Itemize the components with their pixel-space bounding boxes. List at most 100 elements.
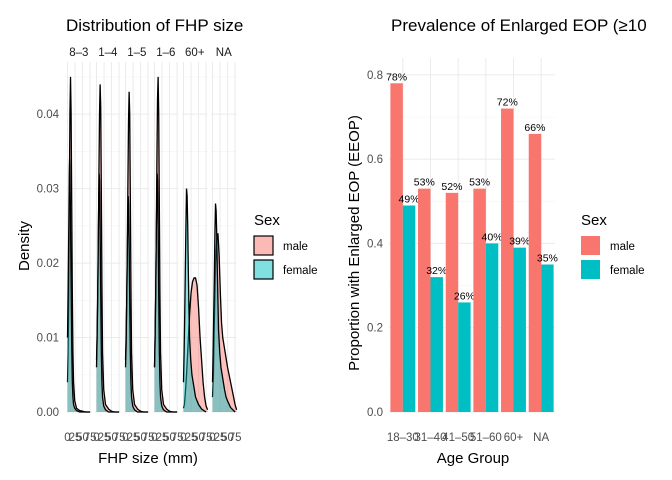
density-panels: 8–302550751–402550751–502550751–60255075…: [64, 47, 241, 444]
prevalence-legend-label-male: male: [610, 241, 635, 253]
bar-data-label: 32%: [426, 265, 447, 277]
prevalence-x-tick-label: 51–60: [470, 432, 502, 444]
prevalence-y-tick-label: 0.6: [367, 154, 383, 166]
density-line-male: [182, 277, 209, 411]
density-x-tick-label: 0: [209, 432, 215, 444]
legend-key-female: [581, 260, 600, 279]
density-x-tick-label: 75: [229, 432, 242, 444]
bar-male: [473, 188, 486, 412]
density-y-tick-label: 0.01: [37, 333, 59, 345]
density-legend-label-female: female: [283, 265, 318, 277]
density-y-axis-title: Density: [16, 220, 33, 271]
density-area-male: [67, 76, 91, 412]
facet-strip-label: 60+: [185, 47, 205, 59]
prevalence-y-tick-label: 0.2: [367, 323, 383, 335]
density-x-tick-label: 25: [69, 432, 82, 444]
prevalence-legend-label-female: female: [610, 265, 645, 277]
bar-female: [402, 205, 416, 412]
legend-key-male: [581, 236, 600, 255]
density-x-tick-label: 50: [163, 432, 176, 444]
density-area-male: [183, 277, 208, 412]
density-legend-label-male: male: [283, 241, 308, 253]
bar-female: [513, 247, 526, 412]
density-line-male: [211, 233, 238, 410]
density-x-tick-label: 0: [122, 432, 128, 444]
density-legend-title: Sex: [254, 212, 280, 229]
density-chart-title: Distribution of FHP size: [66, 16, 243, 35]
bar-data-label: 72%: [497, 97, 518, 109]
density-area-male: [212, 233, 237, 412]
density-x-tick-label: 25: [156, 432, 169, 444]
density-x-tick-label: 75: [171, 432, 184, 444]
density-x-tick-label: 25: [185, 432, 198, 444]
bar-data-label: 40%: [482, 231, 503, 243]
bar-data-label: 35%: [537, 253, 558, 265]
prevalence-legend: Sex male female: [581, 212, 645, 279]
bar-female: [485, 243, 499, 412]
legend-key-female: [253, 259, 274, 280]
density-y-tick-label: 0.04: [37, 109, 60, 121]
prevalence-x-tick-label: 41–50: [442, 432, 474, 444]
bar-male: [445, 192, 459, 412]
density-y-tick-label: 0.00: [37, 407, 59, 419]
density-x-tick-label: 50: [76, 432, 89, 444]
bar-male: [418, 188, 431, 412]
density-x-tick-label: 50: [221, 432, 234, 444]
density-area-female: [154, 173, 178, 412]
prevalence-y-tick-label: 0.8: [367, 70, 383, 82]
bar-data-label: 26%: [454, 290, 475, 302]
bar-data-label: 66%: [524, 122, 545, 134]
density-x-tick-label: 50: [105, 432, 118, 444]
density-x-tick-label: 50: [192, 432, 205, 444]
prevalence-x-tick-label: 18–30: [387, 432, 419, 444]
density-line-female: [66, 158, 91, 413]
facet-strip-label: 1–6: [156, 47, 175, 59]
bar-male: [501, 108, 514, 413]
density-x-tick-label: 75: [142, 432, 155, 444]
prevalence-x-tick-label: 60+: [504, 432, 524, 444]
bar-female: [430, 277, 443, 412]
density-x-tick-label: 25: [127, 432, 140, 444]
bar-female: [541, 264, 554, 412]
density-x-tick-label: 75: [84, 432, 97, 444]
facet-strip-label: 1–5: [127, 47, 146, 59]
density-area-female: [96, 173, 120, 412]
facet-strip-label: 1–4: [98, 47, 118, 59]
density-area-female: [212, 203, 236, 412]
prevalence-y-tick-label: 0.4: [367, 238, 384, 250]
density-line-female: [95, 173, 120, 413]
density-x-tick-label: 75: [113, 432, 126, 444]
density-x-tick-label: 50: [134, 432, 147, 444]
prevalence-x-axis-title: Age Group: [437, 450, 510, 467]
density-y-axis: 0.00 0.01 0.02 0.03 0.04: [37, 109, 60, 419]
density-line-female: [211, 203, 236, 413]
density-x-axis-title: FHP size (mm): [98, 450, 198, 467]
facet-strip-label: NA: [216, 47, 232, 59]
density-x-tick-label: 25: [98, 432, 111, 444]
density-line-female: [124, 196, 149, 413]
density-x-tick-label: 25: [214, 432, 227, 444]
density-y-tick-label: 0.03: [37, 184, 59, 196]
bar-female: [458, 302, 471, 412]
prevalence-legend-title: Sex: [581, 212, 607, 229]
density-legend: Sex male female: [253, 212, 318, 280]
bar-data-label: 78%: [386, 71, 407, 83]
density-y-tick-label: 0.02: [37, 258, 59, 270]
prevalence-plot: 0.0 0.2 0.4 0.6 0.8 78% 49% 18–30 53% 32% 31–40 52%…: [367, 58, 558, 444]
bar-data-label: 53%: [469, 177, 490, 189]
facet-strip-label: 8–3: [69, 47, 88, 59]
bar-male: [390, 83, 403, 413]
bar-data-label: 52%: [441, 181, 462, 193]
bar-data-label: 53%: [414, 177, 435, 189]
density-line-female: [153, 173, 178, 413]
density-area-female: [183, 188, 207, 412]
density-area-female: [125, 196, 149, 412]
bar-data-label: 49%: [399, 194, 420, 206]
